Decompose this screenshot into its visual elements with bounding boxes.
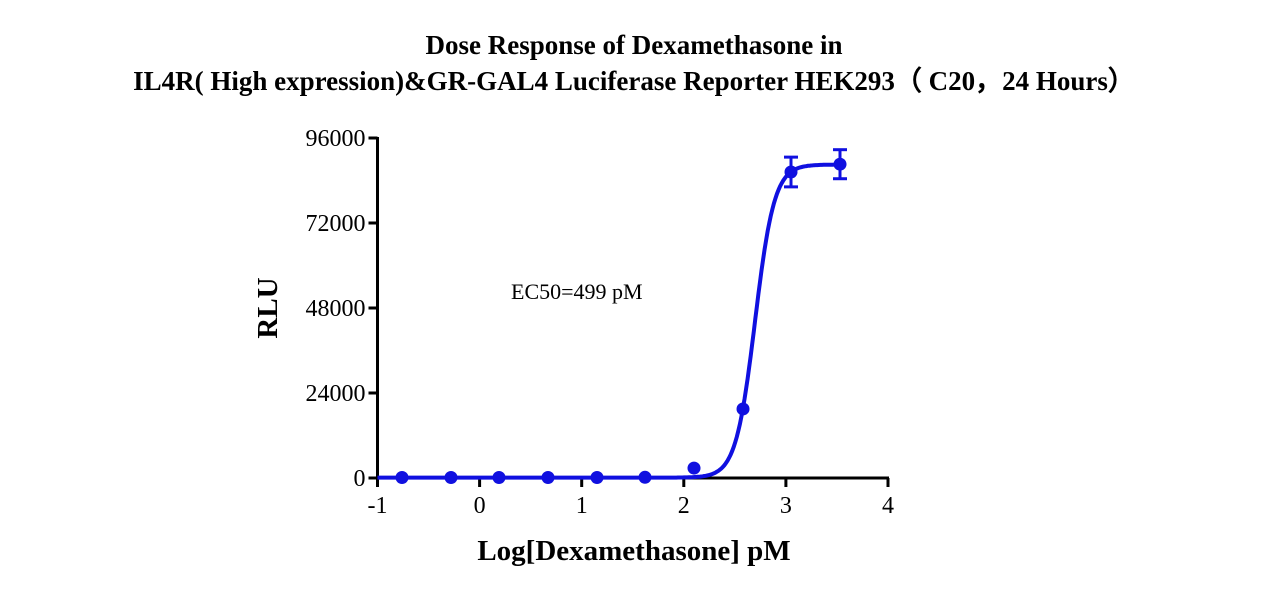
y-tick-label: 0 xyxy=(354,466,366,492)
data-point xyxy=(492,470,506,484)
x-tick-label: 1 xyxy=(576,493,588,519)
x-axis-label: Log[Dexamethasone] pM xyxy=(477,535,790,567)
fit-curve xyxy=(377,162,843,480)
x-tick-label: 2 xyxy=(678,493,690,519)
x-tick-label: 4 xyxy=(882,493,894,519)
chart-title-line1: Dose Response of Dexamethasone in xyxy=(425,30,843,60)
data-point xyxy=(638,470,652,484)
chart-title-line2: IL4R( High expression)&GR-GAL4 Luciferas… xyxy=(133,66,1135,96)
x-tick-label: 3 xyxy=(780,493,792,519)
y-tick-label: 96000 xyxy=(306,126,366,152)
data-point xyxy=(444,470,458,484)
y-tick-label: 24000 xyxy=(306,381,366,407)
ec50-annotation: EC50=499 pM xyxy=(511,279,643,304)
data-point xyxy=(736,402,750,416)
data-point xyxy=(590,470,604,484)
data-point xyxy=(541,470,555,484)
y-axis-label: RLU xyxy=(252,277,284,338)
x-tick-label: -1 xyxy=(368,493,388,519)
data-point xyxy=(784,165,798,179)
y-tick-label: 72000 xyxy=(306,211,366,237)
data-point xyxy=(833,157,847,171)
x-tick-label: 0 xyxy=(474,493,486,519)
data-point xyxy=(687,461,701,475)
data-point xyxy=(395,470,409,484)
y-tick-label: 48000 xyxy=(306,296,366,322)
